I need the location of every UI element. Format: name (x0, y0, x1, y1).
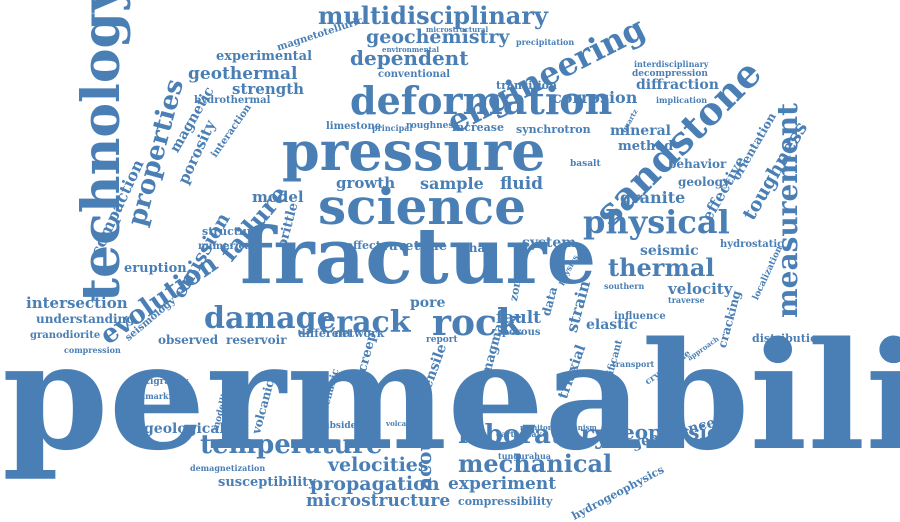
word-experimental: experimental (216, 49, 313, 64)
word-shale: shale (462, 241, 498, 255)
word-effect: effect (346, 239, 381, 252)
word-granodiorite: granodiorite (30, 330, 101, 341)
word-volcanian: volcanian (386, 419, 424, 428)
word-geochemistry: geochemistry (366, 26, 510, 48)
word-conventional: conventional (378, 69, 451, 80)
word-compression: compression (64, 345, 121, 355)
word-precipitation: precipitation (516, 37, 575, 47)
word-transport: transport (612, 359, 655, 369)
word-structure: structure (202, 225, 260, 238)
word-granite: granite (620, 188, 686, 207)
word-southern: southern (604, 281, 645, 291)
word-model: model (252, 188, 304, 206)
word-growth: growth (336, 174, 396, 192)
word-interaction: interaction (209, 102, 254, 160)
word-system: system (522, 235, 577, 251)
word-velocities: velocities (328, 454, 429, 476)
word-hydrostatic: hydrostatic (720, 239, 784, 250)
word-elastic: elastic (586, 317, 638, 333)
word-eruption: eruption (124, 261, 187, 276)
word-propagation: propagation (310, 473, 440, 495)
word-report: report (426, 335, 458, 345)
word-crack: crack (318, 305, 411, 340)
word-transition: transition (496, 79, 557, 92)
word-understanding: understanding (36, 312, 135, 326)
word-traverse: traverse (668, 295, 705, 305)
word-interdisciplinary: interdisciplinary (634, 59, 709, 69)
word-deformation: deformation (350, 78, 613, 123)
word-mechanism: mechanism (552, 423, 597, 432)
word-synchrotron: synchrotron (516, 123, 591, 136)
word-implication: implication (656, 95, 708, 105)
word-velocity: velocity (668, 280, 733, 298)
word-method: method (618, 139, 674, 154)
word-distribution: distribution (752, 332, 826, 345)
word-pore: pore (410, 295, 446, 311)
word-hydrothermal: hydrothermal (194, 95, 271, 106)
word-monitoring: monitoring (520, 423, 565, 432)
word-damage: damage (204, 301, 336, 336)
word-earthquake: earthquake (496, 429, 548, 439)
word-numerical: numerical (198, 241, 255, 252)
word-susceptibility: susceptibility (218, 475, 316, 490)
word-demagnetization: demagnetization (190, 463, 266, 473)
word-thermal: thermal (608, 253, 715, 282)
word-fault: fault (496, 308, 541, 328)
word-strength: strength (232, 80, 305, 98)
word-rock: rock (432, 302, 522, 344)
word-stratigraphy: stratigraphy (126, 377, 189, 387)
word-decompression: decompression (632, 69, 708, 79)
word-science: science (318, 177, 527, 236)
word-experiment: experiment (448, 474, 557, 494)
word-seismic: seismic (640, 243, 699, 259)
word-geophysics: geophysics (608, 420, 731, 444)
word-intersection: intersection (26, 294, 128, 312)
word-geological: geological (144, 421, 225, 437)
word-multidisciplinary: multidisciplinary (318, 1, 548, 30)
word-porous: porous (502, 327, 541, 338)
word-corrosion: corrosion (552, 88, 638, 107)
word-basalt: basalt (570, 159, 601, 169)
word-network: network (334, 327, 385, 340)
word-dependent: dependent (350, 46, 469, 70)
word-fracture: fracture (240, 211, 597, 302)
word-sample: sample (420, 174, 484, 193)
word-wave: wave (378, 239, 414, 254)
word-time: time (414, 239, 447, 254)
word-principal: principal (372, 123, 413, 133)
word-subsidence: subsidence (318, 421, 375, 431)
word-compressibility: compressibility (458, 495, 553, 508)
word-limestone: limestone (326, 121, 382, 132)
word-pressure: pressure (282, 119, 546, 183)
word-geothermal: geothermal (188, 64, 298, 84)
word-environmental: environmental (382, 45, 440, 54)
word-mechanical: mechanical (458, 449, 613, 478)
word-physical: physical (583, 203, 730, 241)
word-increase: increase (452, 121, 504, 134)
word-mineral: mineral (610, 123, 671, 139)
word-roughness: roughness (406, 121, 459, 131)
word-microstructure: microstructure (306, 491, 451, 511)
word-microstructural: microstructural (426, 25, 489, 34)
word-different: different (298, 327, 352, 340)
word-geology: geology (678, 175, 730, 189)
word-reservoir: reservoir (226, 333, 287, 347)
word-fluid: fluid (500, 174, 544, 194)
word-behavior: behavior (668, 157, 727, 171)
word-diffraction: diffraction (636, 77, 719, 93)
word-influence: influence (614, 311, 666, 322)
word-temperature: temperature (200, 430, 383, 460)
word-tungurahua: tungurahua (498, 451, 551, 461)
word-permeability: permeability (2, 309, 900, 483)
word-benchmarking: benchmarking (118, 391, 184, 401)
word-acoustic: acoustic (412, 396, 436, 490)
word-laboratory: laboratory (458, 420, 609, 450)
word-observed: observed (158, 333, 219, 347)
